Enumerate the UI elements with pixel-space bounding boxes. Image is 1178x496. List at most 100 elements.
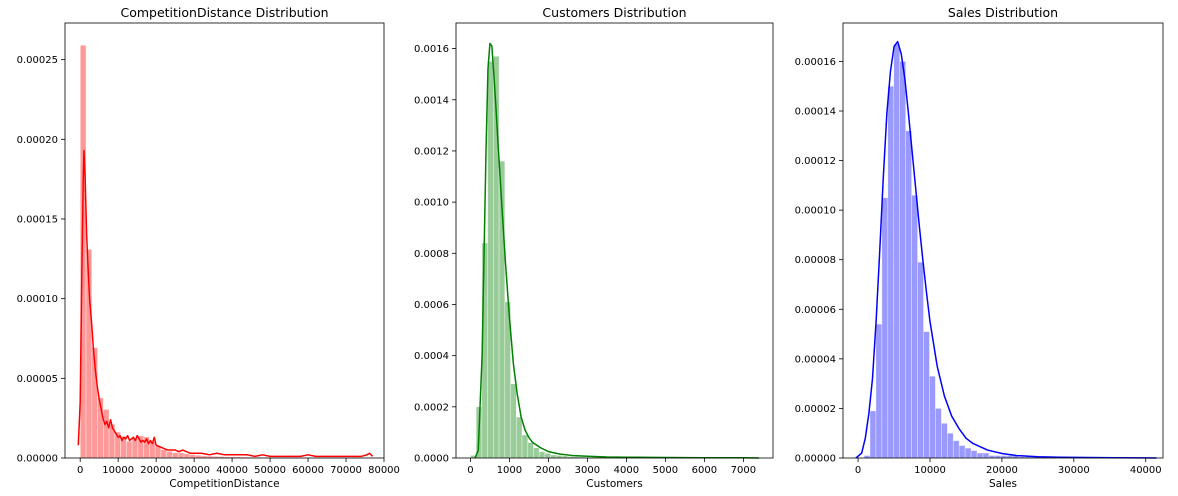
customers-axes-frame [455,22,774,459]
sales-chart: 0.00000 0.00002 0.00004 0.00006 0.00008 0.000… [795,5,1164,490]
competition-distance-kde-line [77,149,374,458]
sales-histogram-bar [947,432,954,459]
sales-xtick-label: 40000 [1130,465,1162,476]
customers-ytick-label: 0.0000 [414,454,449,465]
sales-ytick-label: 0.00002 [795,404,836,415]
competition-distance-ytick-label: 0.00000 [17,454,58,465]
sales-histogram-bar [982,452,990,459]
customers-ytick-label: 0.0016 [414,44,449,55]
sales-ytick-label: 0.00008 [795,255,836,266]
customers-ytick-label: 0.0004 [414,351,449,362]
competition-distance-xtick-label: 40000 [216,465,248,476]
customers-histogram-bar [538,451,546,459]
competition-distance-histogram-bar [183,453,191,459]
competition-distance-chart: 0.00000 0.00005 0.00010 0.00015 0.00020 0.000… [17,5,400,490]
sales-histogram-bar [917,261,924,459]
sales-ytick-label: 0.00012 [795,156,836,167]
competition-distance-xtick-label: 20000 [140,465,172,476]
customers-xtick-label: 6000 [692,465,717,476]
customers-histogram-bar [515,416,523,459]
competition-distance-histogram-bar [195,454,202,459]
customers-xtick-label: 2000 [536,465,561,476]
competition-distance-histogram-bar [189,454,196,459]
customers-ytick-label: 0.0006 [414,300,449,311]
customers-xtick-label: 1000 [497,465,522,476]
customers-histogram-bar [550,454,557,459]
sales-ytick-label: 0.00000 [795,454,836,465]
customers-xtick-label: 7000 [731,465,756,476]
competition-distance-chart-title: CompetitionDistance Distribution [120,5,328,20]
customers-histogram-bar [487,61,494,459]
sales-ytick-label: 0.00014 [795,106,836,117]
customers-ytick-label: 0.0014 [414,95,449,106]
competition-distance-ytick-label: 0.00015 [17,214,58,225]
sales-xtick-label: 0 [855,465,861,476]
sales-ytick-label: 0.00010 [795,206,836,217]
customers-xtick-label: 3000 [575,465,600,476]
sales-histogram-bar [964,447,972,459]
customers-histogram-bar [544,453,551,459]
competition-distance-histogram-bar [79,45,87,459]
sales-histogram-bar [958,445,966,459]
sales-histogram-bar [952,440,960,459]
competition-distance-xtick-label: 70000 [330,465,362,476]
competition-distance-ytick-label: 0.00010 [17,294,58,305]
customers-ytick-label: 0.0012 [414,146,449,157]
customers-ytick-label: 0.0010 [414,198,449,209]
sales-histogram-bar [881,197,889,459]
competition-distance-ytick-label: 0.00005 [17,374,58,385]
competition-distance-histogram-bar [103,409,110,459]
sales-ytick-label: 0.00004 [795,354,836,365]
customers-xtick-label: 5000 [653,465,678,476]
competition-distance-ytick-label: 0.00020 [17,135,58,146]
customers-xtick-label: 4000 [614,465,639,476]
customers-histogram-bar [510,383,517,459]
sales-histogram-bar [941,422,948,459]
sales-histogram-bar [887,85,895,459]
competition-distance-xtick-label: 80000 [368,465,400,476]
sales-xtick-label: 20000 [986,465,1018,476]
sales-histogram-bar [923,331,930,459]
customers-chart: 0.0000 0.0002 0.0004 0.0006 0.0008 0.0010 0.00… [414,5,774,490]
competition-distance-xtick-label: 50000 [254,465,286,476]
sales-histogram-bar [875,323,883,459]
customers-chart-title: Customers Distribution [542,5,686,20]
sales-histogram-bar [911,194,918,459]
sales-ytick-label: 0.00006 [795,305,836,316]
competition-distance-xtick-label: 60000 [292,465,324,476]
customers-kde-line [474,42,759,459]
customers-histogram-bar [533,447,540,459]
customers-xaxis-label: Customers [586,478,642,490]
customers-ytick-label: 0.0008 [414,249,449,260]
competition-distance-ytick-label: 0.00025 [17,55,58,66]
sales-ytick-label: 0.00016 [795,57,836,68]
competition-distance-histogram-bar [131,437,139,459]
sales-histogram-bar [970,450,978,459]
sales-histogram-bar [899,61,906,459]
competition-distance-histogram-bar [160,449,167,459]
customers-xtick-label: 0 [467,465,473,476]
competition-distance-histogram-bar [154,445,162,459]
customers-ytick-label: 0.0002 [414,402,449,413]
sales-xaxis-label: Sales [989,478,1017,490]
competition-distance-histogram-bar [172,452,179,459]
competition-distance-histogram-bar [166,451,173,459]
competition-distance-xtick-label: 10000 [102,465,134,476]
sales-histogram-bar [905,130,912,459]
competition-distance-histogram-bar [126,440,133,459]
sales-xtick-label: 10000 [914,465,946,476]
competition-distance-histogram-bar [177,452,185,459]
competition-distance-axes-frame [64,22,385,459]
sales-histogram-bar [929,375,936,459]
sales-histogram-bar [893,43,901,459]
competition-distance-xaxis-label: CompetitionDistance [169,478,279,490]
sales-histogram-bar [976,452,984,459]
sales-histogram-bar [869,410,877,459]
competition-distance-xtick-label: 0 [77,465,83,476]
sales-axes-frame [842,22,1164,459]
sales-xtick-label: 30000 [1058,465,1090,476]
customers-histogram-bar [527,442,534,459]
sales-histogram-bar [935,408,942,459]
sales-kde-line [855,40,1157,459]
